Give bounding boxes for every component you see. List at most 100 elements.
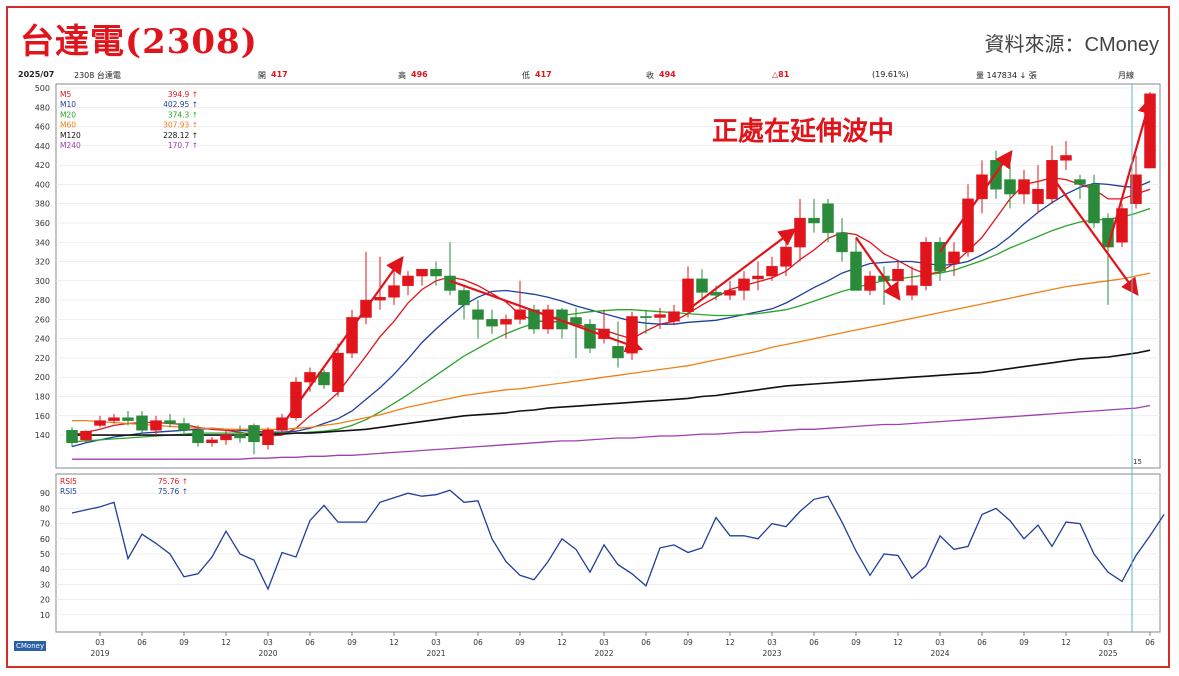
x-tick-month: 09: [1019, 638, 1029, 647]
rsi-y-tick-label: 10: [40, 611, 50, 620]
x-tick-year: 2021: [426, 649, 445, 658]
ma-legend-value: 307.93 ↑: [163, 121, 198, 130]
price-y-axis: 140 160 180 200 220 240 260 280 300 320 340 360 380 4…: [35, 84, 50, 440]
rsi-y-tick-label: 50: [40, 550, 50, 559]
candle-up: [948, 251, 960, 264]
candle-up: [388, 285, 400, 298]
rsi-line: [71, 489, 1165, 591]
x-tick-month: 06: [1145, 638, 1155, 647]
candle-up: [780, 246, 792, 267]
candle-down: [430, 269, 442, 277]
candle-down: [836, 232, 848, 253]
rsi-legend-value: 75.76 ↑: [158, 477, 188, 486]
rsi-y-tick-label: 70: [40, 520, 50, 529]
rsi-y-tick-label: 60: [40, 535, 50, 544]
info-open-label: 開: [258, 71, 266, 80]
price-y-tick-label: 280: [35, 296, 50, 305]
annotation-text: 正處在延伸波中: [712, 117, 894, 147]
candle-down: [612, 346, 624, 359]
trend-arrow: [281, 256, 404, 427]
price-y-tick-label: 460: [35, 123, 50, 132]
candle-up: [220, 434, 232, 441]
info-bar: 2025/07 2308 台達電 開 417 高 496 低 417 收 494…: [18, 70, 1160, 82]
data-source: 資料來源：CMoney: [984, 34, 1159, 56]
info-high-label: 高: [398, 71, 406, 80]
candle-down: [570, 317, 582, 325]
candle-up: [500, 319, 512, 325]
candle-down: [318, 372, 330, 386]
ma-legend-value: 170.7 ↑: [168, 141, 198, 150]
price-y-tick-label: 160: [35, 412, 50, 421]
candle-up: [514, 309, 526, 320]
candle-down: [808, 217, 820, 224]
candle-up: [1046, 160, 1058, 200]
end-marker: 15: [1133, 458, 1142, 466]
price-y-tick-label: 260: [35, 315, 50, 324]
candle-up: [332, 352, 344, 392]
rsi-y-tick-label: 20: [40, 596, 50, 605]
candle-down: [696, 278, 708, 293]
info-open: 417: [271, 70, 288, 79]
price-y-tick-label: 140: [35, 431, 50, 440]
x-axis: 03 2019 06 09 12 03 2020 06 09 12 03 2021 06 09 12 03 20…: [90, 632, 1155, 658]
x-tick-month: 09: [179, 638, 189, 647]
info-close: 494: [659, 70, 676, 79]
candle-up: [766, 266, 778, 277]
price-y-tick-label: 500: [35, 84, 50, 93]
ma-legend-value: 374.3 ↑: [168, 110, 198, 119]
candle-up: [1032, 188, 1044, 204]
x-tick-month: 03: [767, 638, 777, 647]
candle-down: [248, 425, 260, 443]
rsi-panel-border: [55, 473, 1161, 633]
candle-down: [66, 430, 78, 444]
candle-down: [934, 242, 946, 272]
ma-legend-name: M120: [60, 131, 81, 140]
rsi-y-axis: 10 20 30 40 50 60 70 80 90: [40, 489, 50, 620]
candle-up: [542, 309, 554, 330]
candle-up: [1018, 179, 1030, 195]
rsi-panel: 10 20 30 40 50 60 70 80 90 RSI5 75.76 ↑ RSI5 75.76 …: [40, 473, 1165, 633]
price-y-tick-label: 400: [35, 180, 50, 189]
x-tick-year: 2020: [258, 649, 277, 658]
candle-up: [1060, 155, 1072, 161]
candle-up: [724, 290, 736, 296]
x-tick-month: 12: [389, 638, 399, 647]
candle-up: [864, 275, 876, 291]
price-y-tick-label: 200: [35, 373, 50, 382]
ma-legend-name: M240: [60, 141, 81, 150]
candle-up: [906, 285, 918, 296]
x-tick-month: 03: [263, 638, 273, 647]
candle-down: [640, 316, 652, 318]
info-volume: 量 147834 ↓ 張: [976, 71, 1037, 80]
ma-legend-name: M20: [60, 110, 76, 119]
ma-legend-name: M5: [60, 90, 71, 99]
price-y-tick-label: 220: [35, 354, 50, 363]
price-panel-border: [55, 83, 1161, 469]
ma-legend: M5 394.9 ↑ M10 402.95 ↑ M20 374.3 ↑ M60 307.93 …: [60, 90, 198, 150]
candle-down: [850, 251, 862, 291]
rsi-legend: RSI5 75.76 ↑ RSI5 75.76 ↑: [60, 477, 188, 496]
chart-title: 台達電(2308): [20, 22, 258, 62]
x-tick-month: 03: [935, 638, 945, 647]
info-low: 417: [535, 70, 552, 79]
candle-down: [472, 309, 484, 320]
trend-arrow: [687, 228, 797, 311]
x-tick-month: 12: [1061, 638, 1071, 647]
trend-arrows: [281, 96, 1155, 427]
ma-legend-value: 394.9 ↑: [168, 90, 198, 99]
x-tick-year: 2025: [1098, 649, 1117, 658]
x-tick-month: 09: [515, 638, 525, 647]
price-y-tick-label: 420: [35, 161, 50, 170]
candle-up: [374, 296, 386, 301]
x-tick-month: 06: [137, 638, 147, 647]
trend-arrow: [855, 236, 901, 301]
x-tick-month: 06: [305, 638, 315, 647]
info-date: 2025/07: [18, 70, 55, 79]
candle-up: [668, 311, 680, 322]
candle-up: [416, 269, 428, 277]
rsi-y-tick-label: 40: [40, 565, 50, 574]
info-change: △81: [772, 70, 790, 79]
candle-up: [1116, 208, 1128, 243]
x-tick-year: 2022: [594, 649, 613, 658]
